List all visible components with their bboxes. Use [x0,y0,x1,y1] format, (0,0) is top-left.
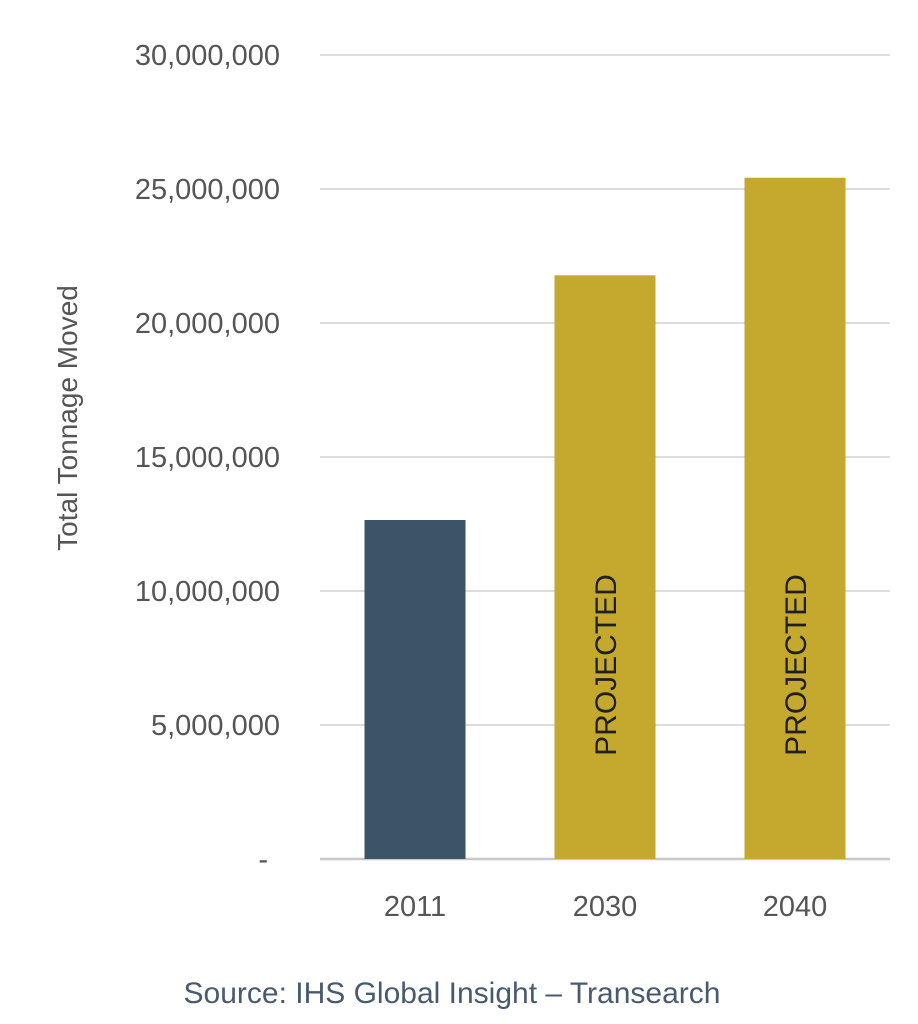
y-axis-label: Total Tonnage Moved [52,285,83,551]
y-tick-label: - [258,844,268,876]
bar-annotation: PROJECTED [780,574,813,756]
bar-2030 [554,275,656,859]
x-tick-label: 2030 [573,891,638,923]
y-tick-label: 10,000,000 [135,576,280,608]
x-tick-label: 2011 [384,891,446,923]
y-tick-label: 5,000,000 [151,710,280,742]
source-note: Source: IHS Global Insight – Transearch [184,977,721,1010]
y-tick-label: 15,000,000 [135,442,280,474]
y-tick-label: 25,000,000 [135,174,280,206]
bar-2040 [744,177,846,859]
bar-annotation: PROJECTED [590,574,623,756]
y-tick-label: 20,000,000 [135,308,280,340]
bar-2011 [364,519,466,859]
x-tick-label: 2040 [763,891,828,923]
y-tick-label: 30,000,000 [135,40,280,72]
